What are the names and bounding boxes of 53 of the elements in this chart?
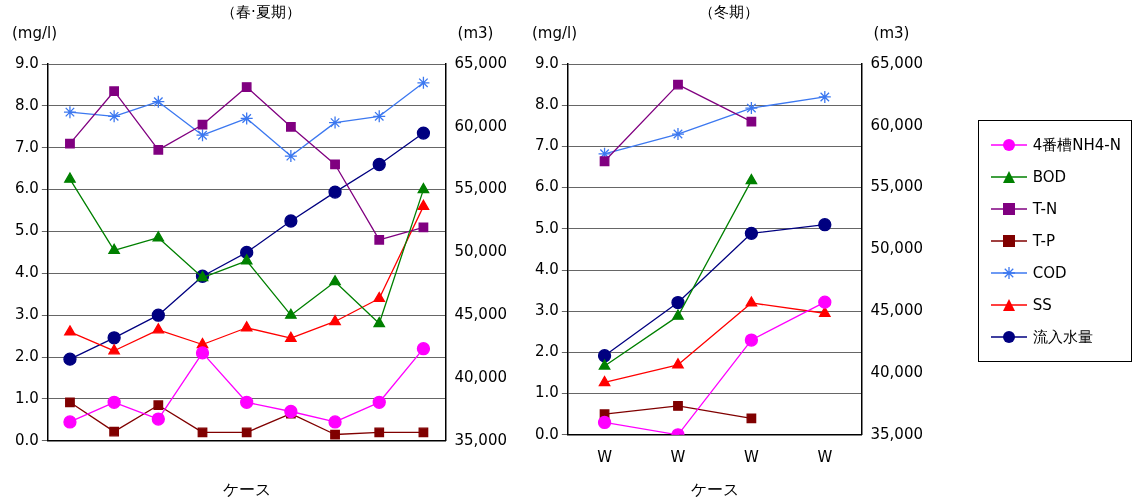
y2-tick-label: 50,000 — [454, 242, 508, 261]
y-tick-label: 2.0 — [15, 346, 39, 365]
y-tick-label: 5.0 — [535, 218, 559, 237]
y-tick-label: 3.0 — [535, 301, 559, 320]
y-tick-label: 7.0 — [535, 136, 559, 155]
y2-tick-label: 40,000 — [454, 367, 508, 386]
y2-tick-label: 40,000 — [870, 362, 924, 381]
legend-label: T-N — [1032, 200, 1058, 218]
y-tick-label: 4.0 — [535, 259, 559, 278]
y2-tick-label: 60,000 — [870, 115, 924, 134]
y-tick-label: 8.0 — [15, 95, 39, 114]
y2-axis-title: (m3) — [457, 24, 494, 43]
y2-tick-label: 60,000 — [454, 116, 508, 135]
y2-tick-label: 55,000 — [870, 177, 924, 196]
legend-label: 4番槽NH4-N — [1032, 135, 1121, 155]
y-tick-label: 1.0 — [535, 383, 559, 402]
x-tick-label: W — [817, 447, 833, 466]
y2-axis-title: (m3) — [873, 24, 910, 43]
y2-tick-label: 45,000 — [870, 301, 924, 320]
legend-label: T-P — [1032, 232, 1056, 250]
y-tick-label: 9.0 — [15, 53, 39, 72]
x-axis-title: ケース — [690, 479, 739, 499]
x-tick-label: W — [743, 447, 759, 466]
y-tick-label: 8.0 — [535, 95, 559, 114]
y-tick-label: 4.0 — [15, 263, 39, 282]
legend-label: BOD — [1032, 168, 1067, 186]
legend-label: 流入水量 — [1032, 327, 1093, 347]
y2-tick-label: 55,000 — [454, 179, 508, 198]
y-tick-label: 7.0 — [15, 137, 39, 156]
x-axis-title: ケース — [222, 479, 271, 499]
y2-tick-label: 35,000 — [454, 430, 508, 449]
y2-tick-label: 35,000 — [870, 424, 924, 443]
y-axis-title: (mg/l) — [12, 24, 58, 43]
x-tick-label: W — [597, 447, 613, 466]
y-tick-label: 0.0 — [535, 424, 559, 443]
legend-label: COD — [1032, 264, 1067, 282]
y2-tick-label: 65,000 — [870, 53, 924, 72]
y-tick-label: 0.0 — [15, 430, 39, 449]
y-tick-label: 3.0 — [15, 305, 39, 324]
y-axis-title: (mg/l) — [532, 24, 578, 43]
y2-tick-label: 45,000 — [454, 305, 508, 324]
y-tick-label: 9.0 — [535, 53, 559, 72]
y2-tick-label: 65,000 — [454, 53, 508, 72]
x-tick-label: W — [670, 447, 686, 466]
y-tick-label: 2.0 — [535, 342, 559, 361]
chart-title: （春·夏期） — [221, 2, 301, 21]
y2-tick-label: 50,000 — [870, 239, 924, 258]
y-tick-label: 1.0 — [15, 388, 39, 407]
chart-title: （冬期） — [699, 2, 759, 21]
y-tick-label: 6.0 — [15, 179, 39, 198]
legend-label: SS — [1032, 296, 1052, 314]
y-tick-label: 5.0 — [15, 221, 39, 240]
y-tick-label: 6.0 — [535, 177, 559, 196]
